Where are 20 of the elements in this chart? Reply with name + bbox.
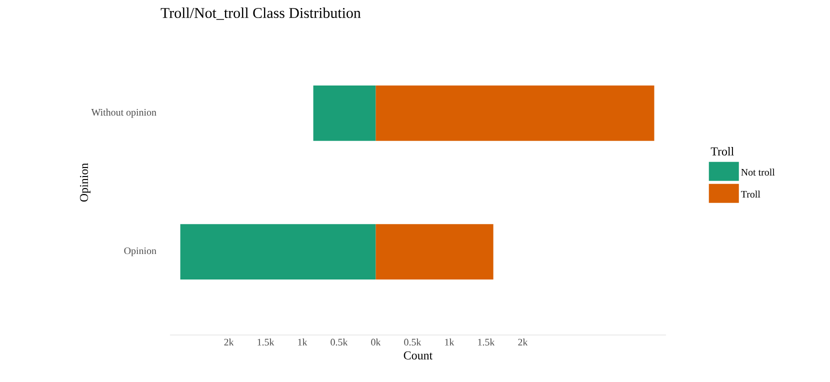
x-tick-label: 1.5k — [258, 338, 274, 346]
x-tick-label: 1.5k — [478, 338, 495, 346]
x-tick-label: 0k — [371, 338, 381, 346]
x-axis-title: Count — [404, 351, 433, 360]
bar — [313, 85, 376, 141]
legend-title: Troll — [710, 147, 734, 156]
x-tick-label: 1k — [298, 338, 308, 346]
x-tick-label: 2k — [224, 338, 234, 346]
x-tick-label: 0.5k — [330, 338, 348, 346]
y-tick-label: Without opinion — [91, 108, 156, 118]
x-tick-label: 0.5k — [404, 338, 422, 346]
bar — [376, 85, 654, 141]
legend-label: Not troll — [741, 168, 775, 176]
y-axis-title: Opinion — [80, 163, 90, 202]
bar — [180, 224, 376, 280]
x-tick-label: 2k — [518, 338, 528, 346]
bar — [376, 224, 494, 280]
chart-title: Troll/Not_troll Class Distribution — [160, 8, 361, 20]
legend-label: Troll — [741, 190, 760, 198]
x-tick-label: 1k — [445, 338, 454, 346]
